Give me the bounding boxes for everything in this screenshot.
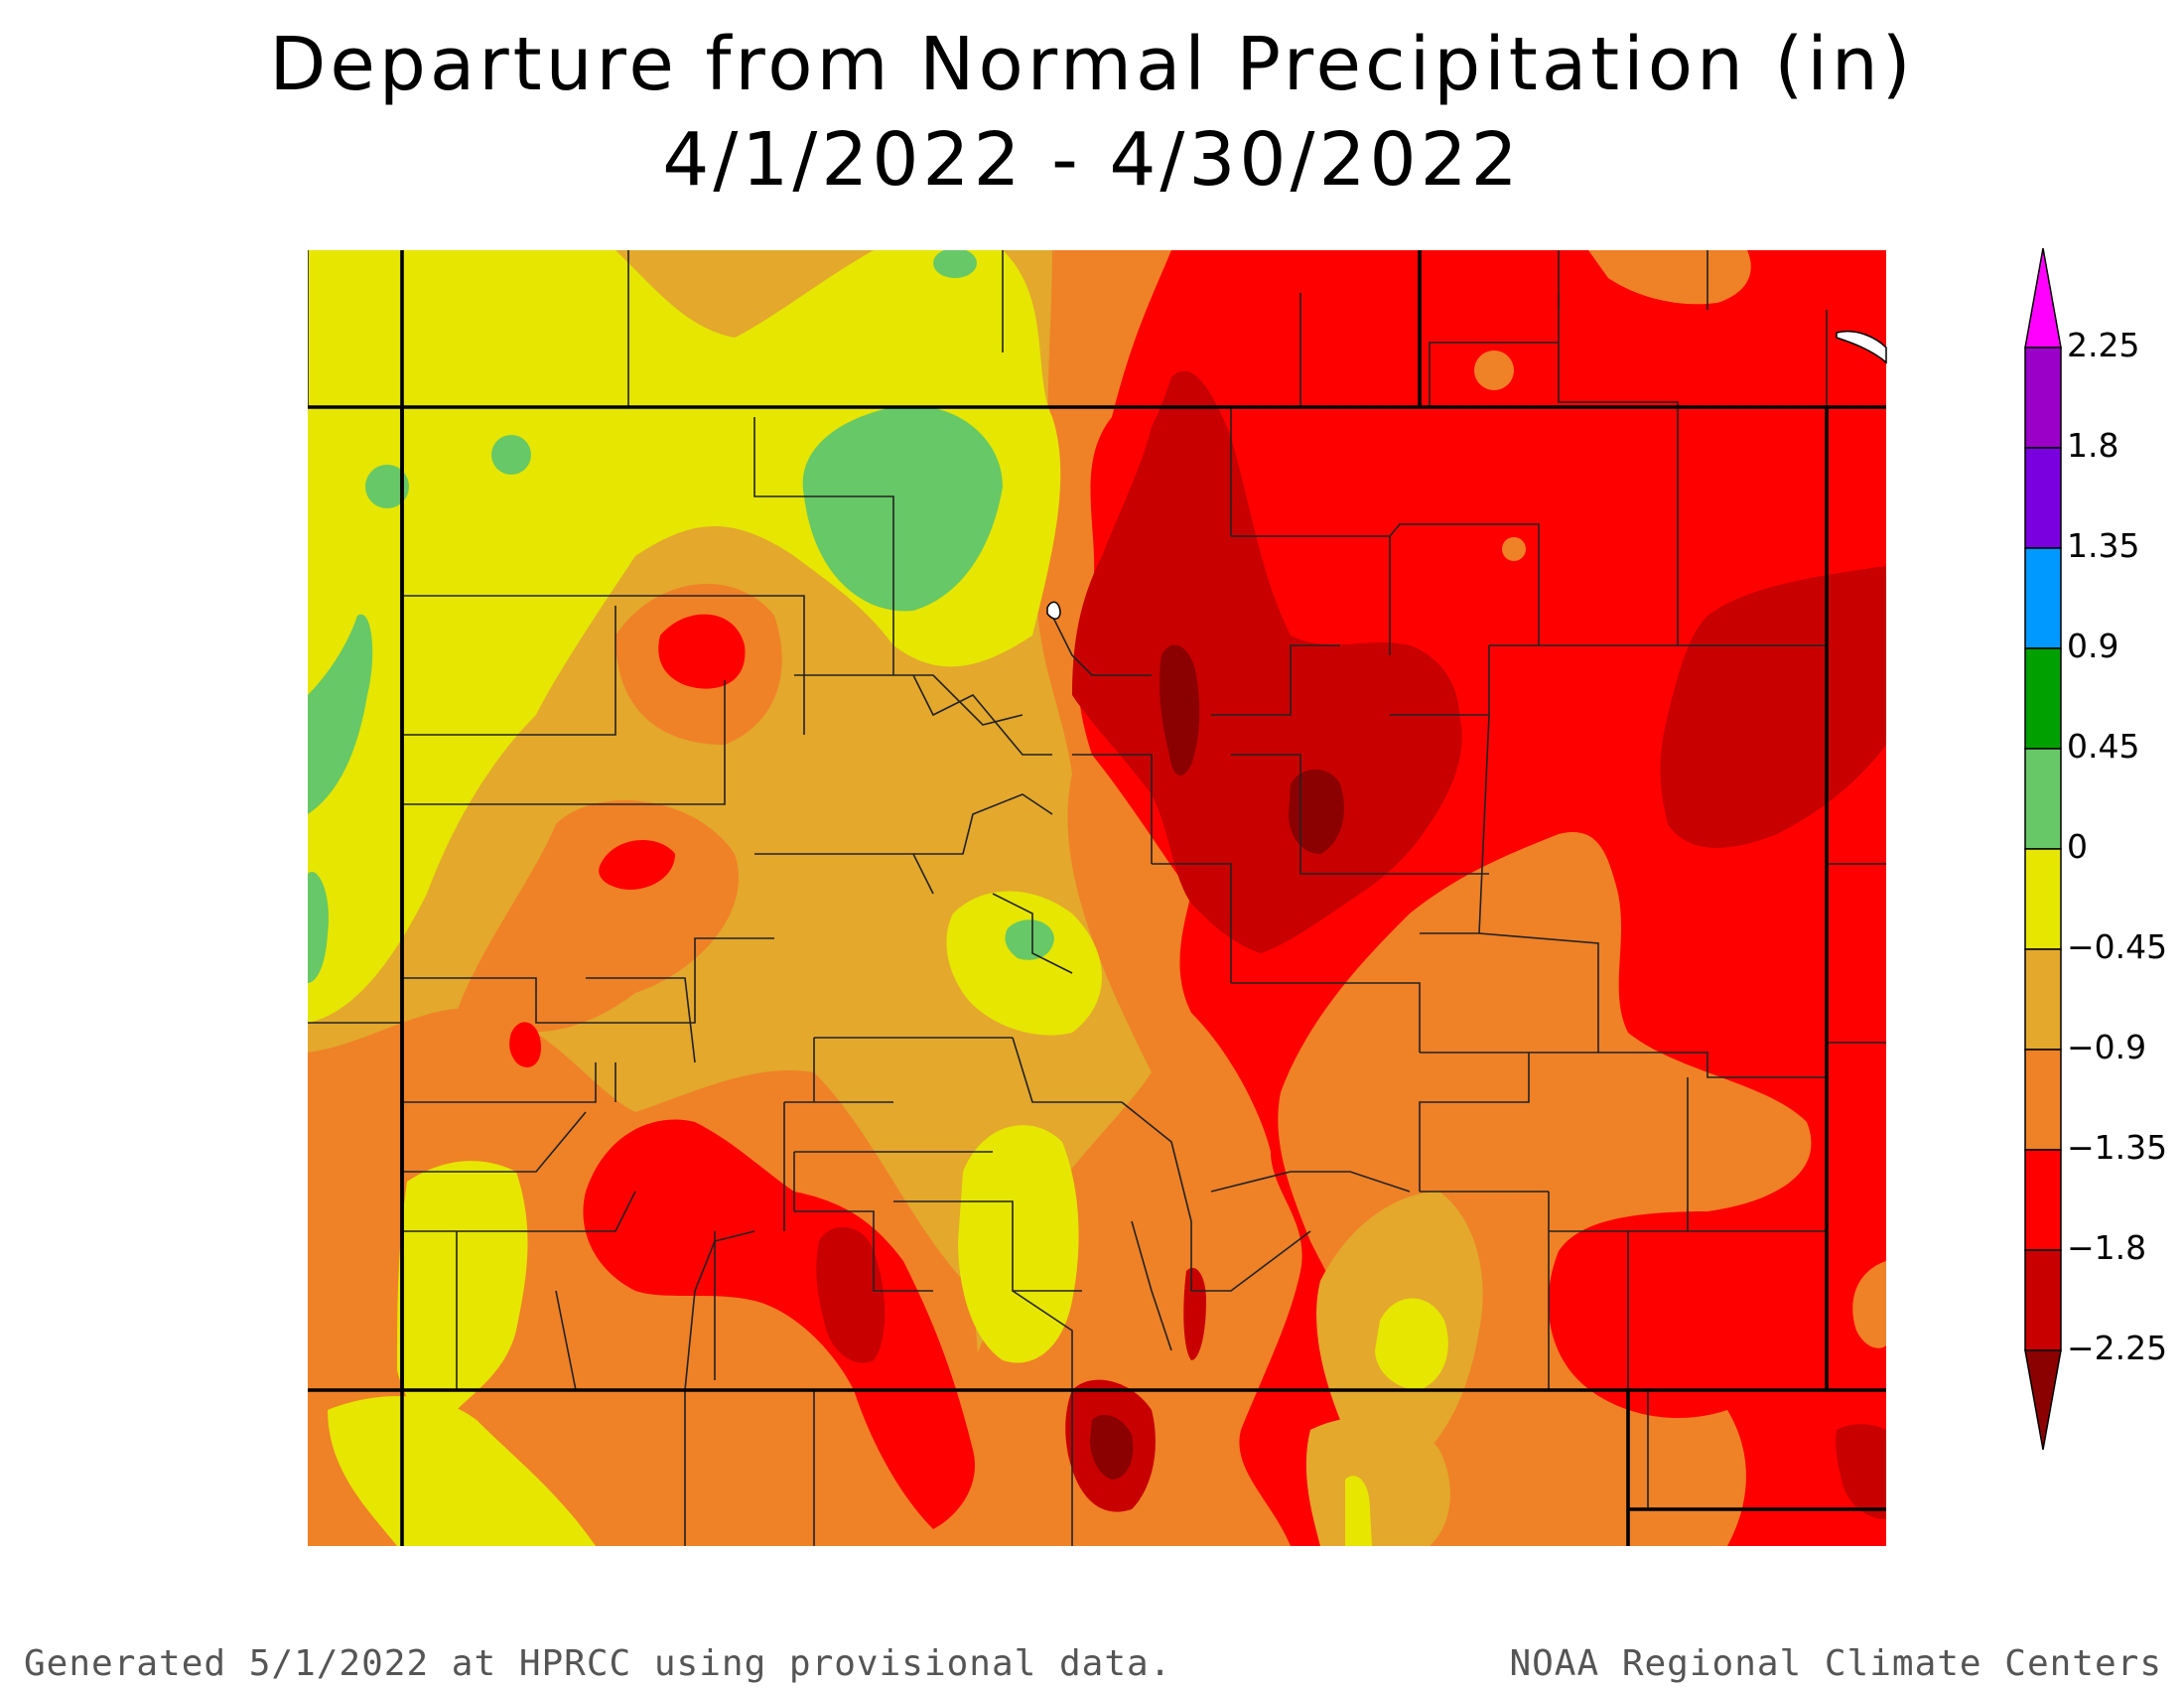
generated-note: Generated 5/1/2022 at HPRCC using provis… (24, 1643, 1172, 1684)
contour-dry-4-southeast-corner (1836, 1424, 1886, 1519)
contour-above-normal-west-4 (491, 435, 531, 475)
contour-dry-3-west (599, 840, 675, 890)
contour-dry-3-south-central (583, 1119, 975, 1529)
legend-swatch (2024, 547, 2062, 649)
legend-label: 1.35 (2067, 526, 2140, 565)
contour-dry-5-southwest (1090, 1415, 1134, 1479)
legend-label: 1.8 (2067, 426, 2119, 465)
contour-near-normal-far-southwest (328, 1396, 596, 1546)
contour-dry-4-east (1660, 566, 1886, 848)
legend-swatch (2024, 1249, 2062, 1351)
legend-swatch (2024, 1149, 2062, 1251)
contour-dry-3-northwest (658, 614, 746, 689)
legend-label: −0.45 (2067, 927, 2168, 966)
map-title: Departure from Normal Precipitation (in) (269, 22, 1915, 107)
contour-dry-5-east-of-denver (1289, 770, 1344, 854)
contour-above-normal-west-1 (308, 614, 373, 814)
contour-near-normal-central (946, 891, 1102, 1036)
contour-above-normal-west-3 (365, 465, 409, 508)
source-credit: NOAA Regional Climate Centers (1509, 1643, 2162, 1684)
legend-colorbar (2024, 247, 2062, 1451)
legend-swatch (2024, 447, 2062, 549)
contour-near-normal-far-south (1345, 1476, 1372, 1546)
contour-dry-2-northeast-tiny (1502, 537, 1526, 561)
legend-swatch (2024, 848, 2062, 950)
contour-near-normal-southwest (397, 1161, 528, 1418)
legend-low-arrow (2024, 1349, 2062, 1451)
legend-swatch (2024, 647, 2062, 750)
legend-label: 2.25 (2067, 326, 2140, 364)
legend-label: 0.45 (2067, 727, 2140, 766)
legend-swatch (2024, 347, 2062, 449)
legend-swatch (2024, 948, 2062, 1051)
contour-near-normal-south-central (958, 1125, 1079, 1363)
contour-dry-4-front-range (1072, 370, 1462, 954)
contour-above-normal-west-2 (308, 872, 329, 983)
contour-dry-3-west-small (509, 1022, 541, 1067)
legend-swatch (2024, 748, 2062, 850)
contour-dry-4-south-central (816, 1227, 886, 1363)
contour-above-normal-central (1005, 919, 1054, 960)
legend-label: −1.35 (2067, 1128, 2168, 1167)
legend-label: −0.9 (2067, 1028, 2147, 1066)
contour-dry-2-northeast-small (1474, 351, 1514, 390)
lake-icon (1836, 331, 1887, 364)
contour-above-normal-northeast-small (933, 250, 977, 278)
contour-dry-1-far-south (1305, 1416, 1450, 1546)
contour-dry-5-denver (1159, 644, 1200, 775)
contour-near-normal-southeast (1375, 1298, 1448, 1390)
legend-label: −1.8 (2067, 1228, 2147, 1267)
legend-label: 0 (2067, 827, 2088, 866)
contour-above-normal-north (802, 405, 1003, 612)
lake-icon (1046, 601, 1061, 620)
legend-label: 0.9 (2067, 627, 2119, 665)
precipitation-contours (308, 250, 1886, 1546)
legend-high-arrow (2024, 247, 2062, 349)
map-date-range: 4/1/2022 - 4/30/2022 (662, 117, 1522, 203)
state-boundaries (308, 250, 1886, 1546)
contour-dry-2-northeast (1588, 250, 1751, 305)
contour-dry-2-east-edge (1852, 1261, 1886, 1348)
legend-swatch (2024, 1049, 2062, 1151)
legend-label: −2.25 (2067, 1329, 2168, 1367)
